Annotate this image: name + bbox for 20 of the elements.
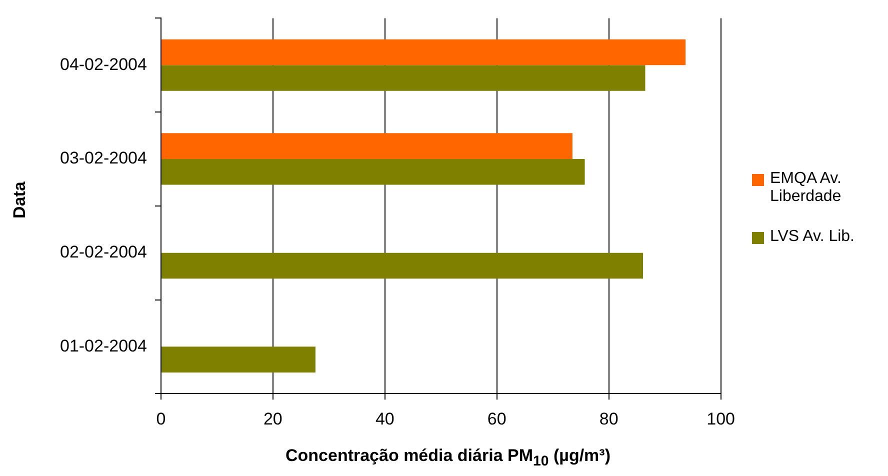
y-tick-label: 01-02-2004 [60,336,147,356]
legend-label: LVS Av. Lib. [770,228,854,246]
x-tick-label: 20 [263,409,282,428]
x-tick-label: 100 [706,409,736,428]
y-axis-title: Data [10,180,30,220]
x-tick-label: 80 [599,409,618,428]
y-tick-label: 04-02-2004 [60,54,147,74]
x-axis-title: Concentração média diária PM$_{10}$ (µg/m³) [284,446,612,470]
bar [161,252,643,279]
bar [161,133,572,159]
bar [161,158,585,185]
bar [161,39,686,66]
x-tick-label: 60 [487,409,506,428]
y-tick-label: 03-02-2004 [60,148,147,168]
x-tick-label: 40 [375,409,394,428]
x-tick-label: 0 [156,409,166,428]
bar [161,346,316,372]
legend-label: EMQA Av. Liberdade [770,170,842,206]
y-tick-label: 02-02-2004 [60,242,147,262]
bar [161,65,646,91]
